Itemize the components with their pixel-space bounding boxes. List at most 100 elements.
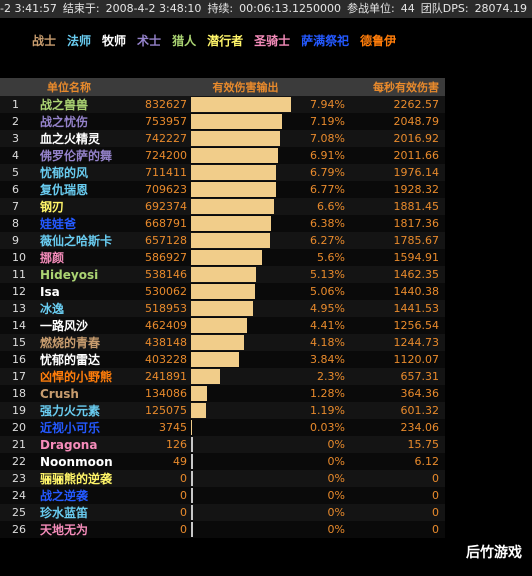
table-row[interactable]: 15 燃烧的青春 438148 4.18% 1244.73 — [0, 334, 445, 351]
damage-percent: 5.06% — [310, 285, 345, 298]
dps-value: 0 — [432, 489, 439, 502]
damage-value: 586927 — [145, 251, 187, 264]
table-row[interactable]: 1 战之兽兽 832627 7.94% 2262.57 — [0, 96, 445, 113]
rank-cell: 14 — [12, 319, 26, 332]
header-damage[interactable]: 有效伤害输出 — [212, 81, 279, 94]
rank-cell: 4 — [12, 149, 19, 162]
damage-bar — [191, 250, 262, 265]
table-row[interactable]: 17 凶悍的小野熊 241891 2.3% 657.31 — [0, 368, 445, 385]
duration-value: 00:06:13.1250000 — [239, 2, 342, 15]
unit-name: 燃烧的青春 — [40, 336, 101, 350]
dps-value: 6.12 — [414, 455, 440, 468]
damage-percent: 0.03% — [310, 421, 345, 434]
damage-bar — [191, 267, 256, 282]
damage-value: 832627 — [145, 98, 187, 111]
unit-name: 冰逸 — [40, 302, 65, 316]
table-row[interactable]: 24 战之逆袭 0 0% 0 — [0, 487, 445, 504]
damage-percent: 6.38% — [310, 217, 345, 230]
units-label: 参战单位: — [347, 2, 395, 15]
dps-value: 1785.67 — [393, 234, 440, 247]
header-name[interactable]: 单位名称 — [47, 81, 91, 94]
table-row[interactable]: 23 骊骊熊的逆袭 0 0% 0 — [0, 470, 445, 487]
damage-percent: 7.19% — [310, 115, 345, 128]
damage-bar-track — [191, 148, 291, 163]
table-row[interactable]: 14 一路风沙 462409 4.41% 1256.54 — [0, 317, 445, 334]
damage-bar — [191, 165, 277, 180]
table-row[interactable]: 5 忧郁的风 711411 6.79% 1976.14 — [0, 164, 445, 181]
damage-percent: 7.94% — [310, 98, 345, 111]
table-row[interactable]: 18 Crush 134086 1.28% 364.36 — [0, 385, 445, 402]
table-row[interactable]: 20 近视小可乐 3745 0.03% 234.06 — [0, 419, 445, 436]
unit-name: 忧郁的雷达 — [40, 353, 101, 367]
damage-bar — [191, 369, 220, 384]
damage-bar — [191, 352, 240, 367]
table-row[interactable]: 10 挪颜 586927 5.6% 1594.91 — [0, 249, 445, 266]
damage-bar — [191, 505, 193, 520]
damage-percent: 6.27% — [310, 234, 345, 247]
damage-bar-track — [191, 335, 291, 350]
damage-bar-track — [191, 352, 291, 367]
class-filter-4[interactable]: 猎人 — [172, 34, 197, 48]
rank-cell: 18 — [12, 387, 26, 400]
table-row[interactable]: 4 佛罗伦萨的舞 724200 6.91% 2011.66 — [0, 147, 445, 164]
damage-bar — [191, 301, 254, 316]
table-row[interactable]: 22 Noonmoon 49 0% 6.12 — [0, 453, 445, 470]
unit-name: 骊骊熊的逆袭 — [40, 472, 113, 486]
table-row[interactable]: 21 Dragona 126 0% 15.75 — [0, 436, 445, 453]
dps-value: 2048.79 — [393, 115, 440, 128]
rank-cell: 6 — [12, 183, 19, 196]
table-row[interactable]: 9 薇仙之哈斯卡 657128 6.27% 1785.67 — [0, 232, 445, 249]
table-row[interactable]: 11 Hideyosi 538146 5.13% 1462.35 — [0, 266, 445, 283]
table-row[interactable]: 2 战之忧伤 753957 7.19% 2048.79 — [0, 113, 445, 130]
dps-value: 2011.66 — [393, 149, 440, 162]
table-row[interactable]: 16 忧郁的雷达 403228 3.84% 1120.07 — [0, 351, 445, 368]
table-row[interactable]: 7 钢刃 692374 6.6% 1881.45 — [0, 198, 445, 215]
unit-name: Isa — [40, 284, 60, 299]
damage-value: 657128 — [145, 234, 187, 247]
class-filter-8[interactable]: 德鲁伊 — [360, 34, 397, 48]
table-row[interactable]: 19 强力火元素 125075 1.19% 601.32 — [0, 402, 445, 419]
damage-percent: 0% — [327, 523, 345, 536]
damage-percent: 6.77% — [310, 183, 345, 196]
header-dps[interactable]: 每秒有效伤害 — [373, 81, 439, 94]
damage-value: 403228 — [145, 353, 187, 366]
damage-bar-track — [191, 471, 291, 486]
damage-bar — [191, 114, 282, 129]
class-filter-7[interactable]: 萨满祭祀 — [301, 34, 350, 48]
damage-bar-track — [191, 131, 291, 146]
units-value: 44 — [400, 2, 415, 15]
class-filter-3[interactable]: 术士 — [137, 34, 162, 48]
damage-bar-track — [191, 386, 291, 401]
duration-label: 持续: — [207, 2, 234, 15]
table-row[interactable]: 12 Isa 530062 5.06% 1440.38 — [0, 283, 445, 300]
rank-cell: 20 — [12, 421, 26, 434]
dps-value: 657.31 — [400, 370, 440, 383]
table-row[interactable]: 26 天地无为 0 0% 0 — [0, 521, 445, 538]
table-body: 1 战之兽兽 832627 7.94% 2262.57 2 战之忧伤 753957 7.19% 2… — [0, 96, 445, 538]
dps-value: 2016.92 — [393, 132, 440, 145]
table-row[interactable]: 3 血之火精灵 742227 7.08% 2016.92 — [0, 130, 445, 147]
rank-cell: 10 — [12, 251, 26, 264]
table-row[interactable]: 25 珍水蓝笛 0 0% 0 — [0, 504, 445, 521]
damage-bar — [191, 403, 206, 418]
class-filter-5[interactable]: 潜行者 — [207, 34, 244, 48]
table-row[interactable]: 6 复仇瑞恩 709623 6.77% 1928.32 — [0, 181, 445, 198]
table-row[interactable]: 13 冰逸 518953 4.95% 1441.53 — [0, 300, 445, 317]
damage-value: 518953 — [145, 302, 187, 315]
damage-percent: 0% — [327, 506, 345, 519]
damage-value: 668791 — [145, 217, 187, 230]
damage-bar-track — [191, 165, 291, 180]
watermark: 后竹游戏 — [466, 545, 522, 561]
damage-bar-track — [191, 284, 291, 299]
class-filter-1[interactable]: 法师 — [67, 34, 92, 48]
damage-value: 0 — [180, 472, 187, 485]
dps-value: 1594.91 — [393, 251, 440, 264]
class-filter-2[interactable]: 牧师 — [102, 34, 127, 48]
dps-value: 1256.54 — [393, 319, 440, 332]
class-filter-6[interactable]: 圣骑士 — [254, 34, 291, 48]
dps-value: 0 — [432, 506, 439, 519]
table-row[interactable]: 8 娃娃爸 668791 6.38% 1817.36 — [0, 215, 445, 232]
class-filter-0[interactable]: 战士 — [32, 34, 57, 48]
damage-value: 125075 — [145, 404, 187, 417]
dps-value: 1462.35 — [393, 268, 440, 281]
